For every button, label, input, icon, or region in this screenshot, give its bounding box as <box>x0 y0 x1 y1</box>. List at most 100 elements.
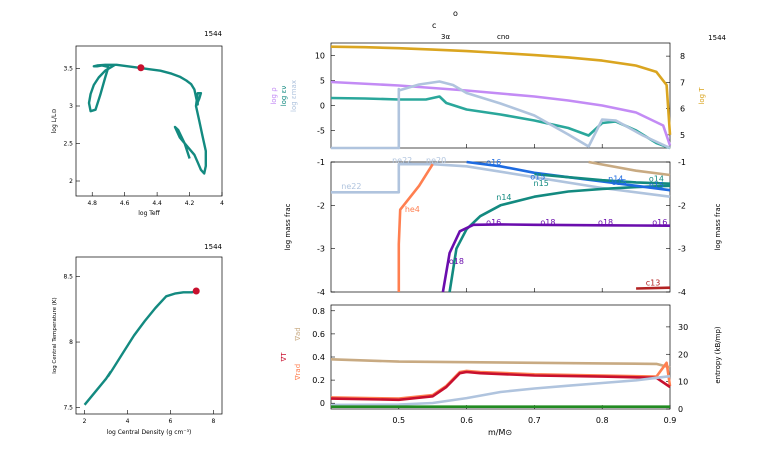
hr-frame <box>75 45 223 197</box>
bot-ylabel-left: ∇ad <box>294 327 302 341</box>
central-xtick-label: 4 <box>126 418 130 425</box>
mid-ytick-label-left: -2 <box>317 201 325 210</box>
top-ylabel-left: log ρ <box>270 87 278 105</box>
hr-track <box>87 63 207 175</box>
hr-ytick-label: 3 <box>69 103 73 110</box>
bot-series-entropy <box>330 374 671 407</box>
central-current-marker <box>192 287 200 295</box>
profile-bot-panel: 0.8 0.6 0.4 0.2 0 30 20 10 0 0.5 0.6 0.7 0.8 0.9 ∇rad ∇… <box>280 304 722 437</box>
hr-ylabel: log L/L⊙ <box>51 109 58 134</box>
top-ylabel-left: log εν <box>280 86 288 107</box>
top-series-log-ρ <box>330 80 672 146</box>
bot-series-grad_ad <box>330 358 671 369</box>
mid-species-label: n15 <box>649 181 664 190</box>
profile-top-panel: 10 5 0 -5 8 7 6 5 log ρ log εν log εmax log T <box>270 42 706 150</box>
bot-ylabel-left: ∇T <box>280 352 288 363</box>
hr-ytick-label: 3.5 <box>63 66 73 73</box>
top-ylabel-right: log T <box>698 87 706 105</box>
top-ytick-label-left: 0 <box>320 102 325 111</box>
bot-ylabel-left: ∇rad <box>294 364 302 381</box>
marker-o: o <box>453 9 458 18</box>
mid-species-label: o16 <box>486 158 501 167</box>
mid-series-o16 <box>441 223 671 293</box>
bot-xtick-label: 0.5 <box>392 416 405 425</box>
hr-xtick-label: 4.8 <box>87 200 97 207</box>
central-ytick-label: 8 <box>69 339 73 346</box>
mid-species-label: ne22 <box>392 156 412 165</box>
mid-species-label: n14 <box>608 175 623 184</box>
top-ytick-label-right: 8 <box>680 52 685 61</box>
central-track <box>83 289 197 406</box>
hr-ytick-label: 2 <box>69 178 73 185</box>
central-ylabel: log Central Temperature (K) <box>52 297 58 373</box>
top-ytick-label-right: 5 <box>680 131 685 140</box>
mid-species-label: c13 <box>646 279 661 288</box>
bot-ytick-label-right: 0 <box>678 405 683 414</box>
top-ylabel-left: log εmax <box>290 80 298 112</box>
mid-series-n14 <box>448 184 671 293</box>
hr-xtick-label: 4 <box>220 200 224 207</box>
marker-cno: cno <box>497 33 510 41</box>
mid-species-label: ne22 <box>341 182 361 191</box>
bot-xtick-label: 0.7 <box>528 416 541 425</box>
mid-frame <box>330 161 671 293</box>
mid-species-label: n14 <box>496 193 511 202</box>
hr-xlabel: log Teff <box>138 210 160 217</box>
mid-ytick-label-right: -1 <box>678 158 686 167</box>
mid-species-label: n15 <box>534 179 549 188</box>
marker-c: c <box>432 21 436 30</box>
bot-ytick-label-right: 20 <box>678 350 688 359</box>
mid-ytick-label-right: -3 <box>678 245 686 254</box>
central-xtick-label: 8 <box>211 418 215 425</box>
mid-species-label: o18 <box>540 218 555 227</box>
bot-xtick-label: 0.8 <box>596 416 609 425</box>
bot-ytick-label-left: 0.8 <box>312 307 325 316</box>
central-ytick-label: 7.5 <box>63 404 73 411</box>
hr-diagram-panel: 4.8 4.6 4.4 4.2 4 2 2.5 3 3.5 log Teff log L/L⊙ <box>51 45 224 217</box>
bot-ytick-label-right: 10 <box>678 378 688 387</box>
hr-current-marker <box>137 64 145 72</box>
bot-ytick-label-left: 0.2 <box>312 376 325 385</box>
central-xtick-label: 2 <box>83 418 87 425</box>
bot-xlabel: m/M⊙ <box>488 428 512 437</box>
hr-xtick-label: 4.4 <box>152 200 162 207</box>
top-series-log-T <box>330 45 672 135</box>
bot-series-grad_T <box>330 370 671 402</box>
mid-species-label: o15 <box>530 172 545 181</box>
mid-species-label: ne20 <box>426 156 446 165</box>
mid-ytick-label-right: -4 <box>678 288 686 297</box>
mid-species-label: o14 <box>649 175 664 184</box>
mid-species-label: o16 <box>486 218 501 227</box>
top-series-log-εmax <box>331 80 671 150</box>
mid-ytick-label-left: -1 <box>317 158 325 167</box>
profile-model-number: 1544 <box>708 34 726 42</box>
mid-ylabel-left: log mass frac <box>284 203 292 250</box>
bot-xtick-label: 0.9 <box>664 416 677 425</box>
mid-species-label: he4 <box>405 205 420 214</box>
bot-ytick-label-left: 0.6 <box>312 330 325 339</box>
mid-ytick-label-left: -4 <box>317 288 325 297</box>
top-frame <box>330 42 671 149</box>
bot-ylabel-right: entropy (kB/mp) <box>714 326 722 384</box>
central-ytick-label: 8.5 <box>63 274 73 281</box>
central-conditions-panel: 2 4 6 8 7.5 8 8.5 log Central Density (g cm⁻³) l… <box>52 256 223 436</box>
mid-species-label: o18 <box>449 257 464 266</box>
mid-species-label: o18 <box>598 218 613 227</box>
bot-xtick-label: 0.6 <box>460 416 473 425</box>
central-frame <box>75 256 223 415</box>
mid-series-ne22 <box>331 162 671 198</box>
top-ytick-label-left: -5 <box>317 127 325 136</box>
hr-xtick-label: 4.2 <box>185 200 195 207</box>
bot-ytick-label-right: 30 <box>678 323 688 332</box>
top-ytick-label-left: 10 <box>315 52 325 61</box>
top-ytick-label-left: 5 <box>320 77 325 86</box>
mid-series-n15 <box>534 172 671 185</box>
bot-frame <box>330 304 671 410</box>
hr-xtick-label: 4.6 <box>120 200 130 207</box>
mid-ylabel-right: log mass frac <box>714 203 722 250</box>
mid-series-he4 <box>397 163 434 292</box>
hr-ytick-label: 2.5 <box>63 141 73 148</box>
mid-series-c13 <box>636 286 671 290</box>
central-xlabel: log Central Density (g cm⁻³) <box>107 429 192 436</box>
